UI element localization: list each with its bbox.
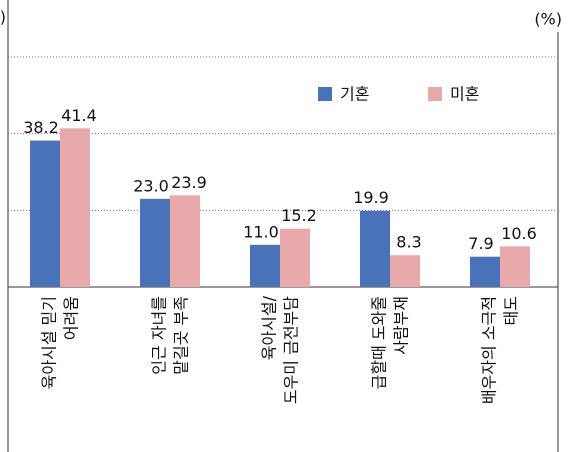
data-label: 41.4 bbox=[61, 106, 97, 125]
x-tick-label: 급할때 도와줄 bbox=[370, 296, 389, 389]
data-label: 10.6 bbox=[501, 224, 537, 243]
bar bbox=[500, 246, 530, 287]
bar bbox=[30, 140, 60, 287]
y-unit-right: (%) bbox=[534, 10, 562, 29]
x-tick-label: 태도 bbox=[502, 296, 521, 325]
x-tick-label: 도우미 금전부담 bbox=[282, 296, 301, 404]
legend-swatch bbox=[318, 87, 332, 101]
bar bbox=[360, 210, 390, 287]
bar bbox=[250, 244, 280, 287]
bar bbox=[170, 195, 200, 287]
bar bbox=[60, 128, 90, 287]
bar bbox=[470, 256, 500, 287]
x-tick-label: 맡길곳 부족 bbox=[172, 296, 191, 375]
data-label: 11.0 bbox=[243, 222, 279, 241]
x-tick-label: 육아시설 믿기 bbox=[40, 296, 59, 389]
data-label: 23.0 bbox=[133, 176, 169, 195]
data-label: 19.9 bbox=[353, 188, 389, 207]
bar bbox=[140, 198, 170, 287]
x-tick-label: 사람부재 bbox=[392, 296, 411, 355]
data-label: 38.2 bbox=[23, 118, 59, 137]
legend-swatch bbox=[428, 87, 442, 101]
data-label: 23.9 bbox=[171, 173, 207, 192]
legend-label: 미혼 bbox=[450, 85, 479, 104]
bar bbox=[390, 255, 420, 287]
data-label: 7.9 bbox=[468, 234, 493, 253]
data-label: 15.2 bbox=[281, 206, 317, 225]
legend-label: 기혼 bbox=[340, 85, 369, 104]
x-tick-label: 배우자의 소극적 bbox=[480, 296, 499, 404]
x-tick-label: 인근 자녀를 bbox=[150, 296, 169, 375]
data-label: 8.3 bbox=[396, 233, 421, 252]
bar bbox=[280, 228, 310, 287]
y-unit-left: (%) bbox=[0, 8, 6, 27]
x-tick-label: 육아시설/ bbox=[260, 295, 279, 360]
x-tick-label: 어려움 bbox=[62, 296, 81, 340]
